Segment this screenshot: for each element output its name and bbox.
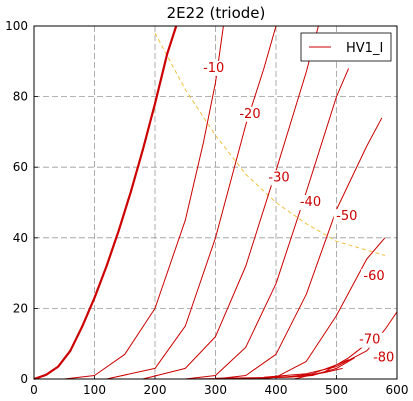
series-line xyxy=(257,237,386,380)
y-axis-ticks: 0 20 40 60 80 100 xyxy=(5,19,38,386)
curve-label-bg xyxy=(361,269,388,285)
series-line xyxy=(64,25,224,380)
curve-label: -70 xyxy=(359,333,380,348)
series-lines xyxy=(33,25,398,381)
legend-entry: HV1_I xyxy=(346,41,383,56)
series-line xyxy=(263,311,398,378)
dissipation-line xyxy=(154,32,386,256)
x-tick-label: 500 xyxy=(325,383,348,397)
x-tick-label: 600 xyxy=(386,383,409,397)
y-tick-label: 40 xyxy=(13,231,28,245)
curve-label: -50 xyxy=(336,209,357,224)
series-line xyxy=(215,367,343,379)
series-line xyxy=(33,25,178,381)
curve-label: -80 xyxy=(373,350,394,365)
x-tick-label: 0 xyxy=(30,383,38,397)
x-axis-ticks: 0 100 200 300 400 500 600 xyxy=(30,375,408,397)
max-dissipation-curve xyxy=(154,32,386,256)
series-line xyxy=(142,25,319,380)
curve-label-bg xyxy=(200,60,227,76)
curve-label: -30 xyxy=(268,170,289,185)
plot-frame xyxy=(33,25,398,380)
curve-label: -60 xyxy=(363,269,384,284)
y-tick-label: 100 xyxy=(5,19,28,33)
x-tick-label: 400 xyxy=(265,383,288,397)
x-tick-label: 300 xyxy=(204,383,227,397)
legend: HV1_I xyxy=(300,32,392,62)
curve-label: -10 xyxy=(203,61,224,76)
y-tick-label: 0 xyxy=(20,372,28,386)
series-line xyxy=(106,25,277,380)
curve-label-bg xyxy=(356,332,383,348)
series-line xyxy=(185,68,350,380)
y-tick-label: 20 xyxy=(13,301,28,315)
curve-label: -20 xyxy=(239,107,260,122)
y-tick-label: 80 xyxy=(13,90,28,104)
curve-label-bg xyxy=(297,195,324,211)
curve-label-bg xyxy=(236,106,263,122)
chart-title: 2E22 (triode) xyxy=(167,4,266,22)
x-tick-label: 200 xyxy=(144,383,167,397)
curve-label-bg xyxy=(333,209,360,225)
curve-label: -40 xyxy=(300,195,321,210)
curve-labels: -10 -20 -30 -40 -50 -60 -70 -80 xyxy=(200,60,397,366)
y-tick-label: 60 xyxy=(13,160,28,174)
x-tick-label: 100 xyxy=(83,383,106,397)
curve-label-bg xyxy=(370,350,397,366)
curve-label-bg xyxy=(266,170,293,186)
series-line xyxy=(215,117,383,380)
